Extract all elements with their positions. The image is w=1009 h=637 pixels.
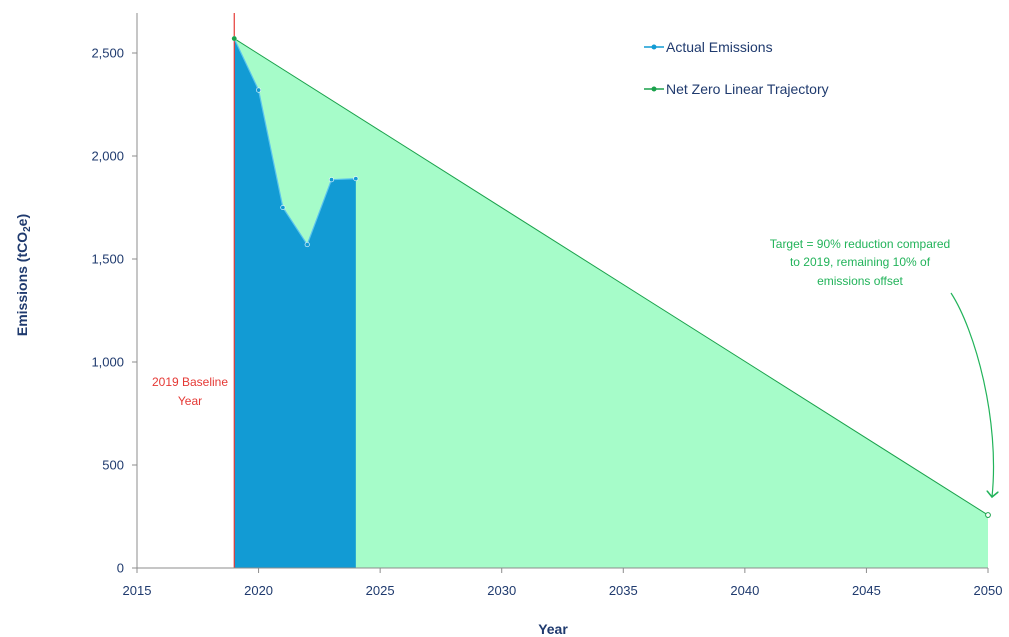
x-tick-label: 2020 bbox=[244, 583, 273, 598]
y-tick-label: 1,000 bbox=[91, 355, 124, 370]
trajectory-line bbox=[233, 38, 989, 516]
x-tick-label: 2025 bbox=[366, 583, 395, 598]
actual-emissions-point bbox=[280, 205, 286, 211]
x-axis-title: Year bbox=[538, 621, 568, 637]
y-tick-label: 1,500 bbox=[91, 252, 124, 267]
trajectory-point-end bbox=[985, 512, 991, 518]
actual-emissions-point bbox=[304, 242, 310, 248]
target-label-line3: emissions offset bbox=[817, 274, 903, 288]
x-tick-label: 2045 bbox=[852, 583, 881, 598]
legend-actual-label: Actual Emissions bbox=[666, 39, 773, 55]
target-annotation: Target = 90% reduction compared to 2019,… bbox=[770, 237, 994, 497]
legend: Actual Emissions Net Zero Linear Traject… bbox=[644, 39, 829, 97]
x-tick-label: 2015 bbox=[123, 583, 152, 598]
area-layer bbox=[234, 38, 988, 568]
y-tick-label: 0 bbox=[117, 561, 124, 576]
x-tick-label: 2040 bbox=[730, 583, 759, 598]
y-axis-title: Emissions (tCO2e) bbox=[14, 214, 33, 336]
legend-netzero-marker bbox=[651, 86, 657, 92]
legend-netzero-label: Net Zero Linear Trajectory bbox=[666, 81, 829, 97]
target-label-line1: Target = 90% reduction compared bbox=[770, 237, 950, 251]
y-tick-label: 500 bbox=[102, 458, 124, 473]
actual-emissions-point bbox=[353, 176, 359, 182]
actual-emissions-line bbox=[233, 38, 356, 246]
y-ticks: 0 500 1,000 1,500 2,000 2,500 bbox=[91, 46, 137, 576]
x-tick-label: 2035 bbox=[609, 583, 638, 598]
actual-emissions-point bbox=[256, 87, 262, 93]
y-tick-label: 2,500 bbox=[91, 46, 124, 61]
y-tick-label: 2,000 bbox=[91, 149, 124, 164]
legend-actual-marker bbox=[651, 44, 657, 50]
baseline-annotation: 2019 Baseline Year bbox=[152, 375, 228, 408]
actual-emissions-point bbox=[329, 177, 335, 183]
target-label-line2: to 2019, remaining 10% of bbox=[790, 255, 931, 269]
y-axis-title-subscript: 2 bbox=[22, 226, 33, 232]
x-tick-label: 2030 bbox=[487, 583, 516, 598]
legend-item-actual-emissions: Actual Emissions bbox=[644, 39, 773, 55]
baseline-label-line2: Year bbox=[178, 394, 202, 408]
baseline-label-line1: 2019 Baseline bbox=[152, 375, 228, 389]
target-arrow bbox=[950, 292, 994, 497]
actual-emissions-area bbox=[234, 38, 356, 568]
line-layer bbox=[231, 13, 991, 568]
legend-item-net-zero: Net Zero Linear Trajectory bbox=[644, 81, 829, 97]
trajectory-point-start bbox=[231, 36, 237, 41]
trajectory-area bbox=[234, 38, 988, 568]
x-tick-label: 2050 bbox=[974, 583, 1003, 598]
x-ticks: 2015 2020 2025 2030 2035 2040 2045 2050 bbox=[123, 568, 1003, 598]
